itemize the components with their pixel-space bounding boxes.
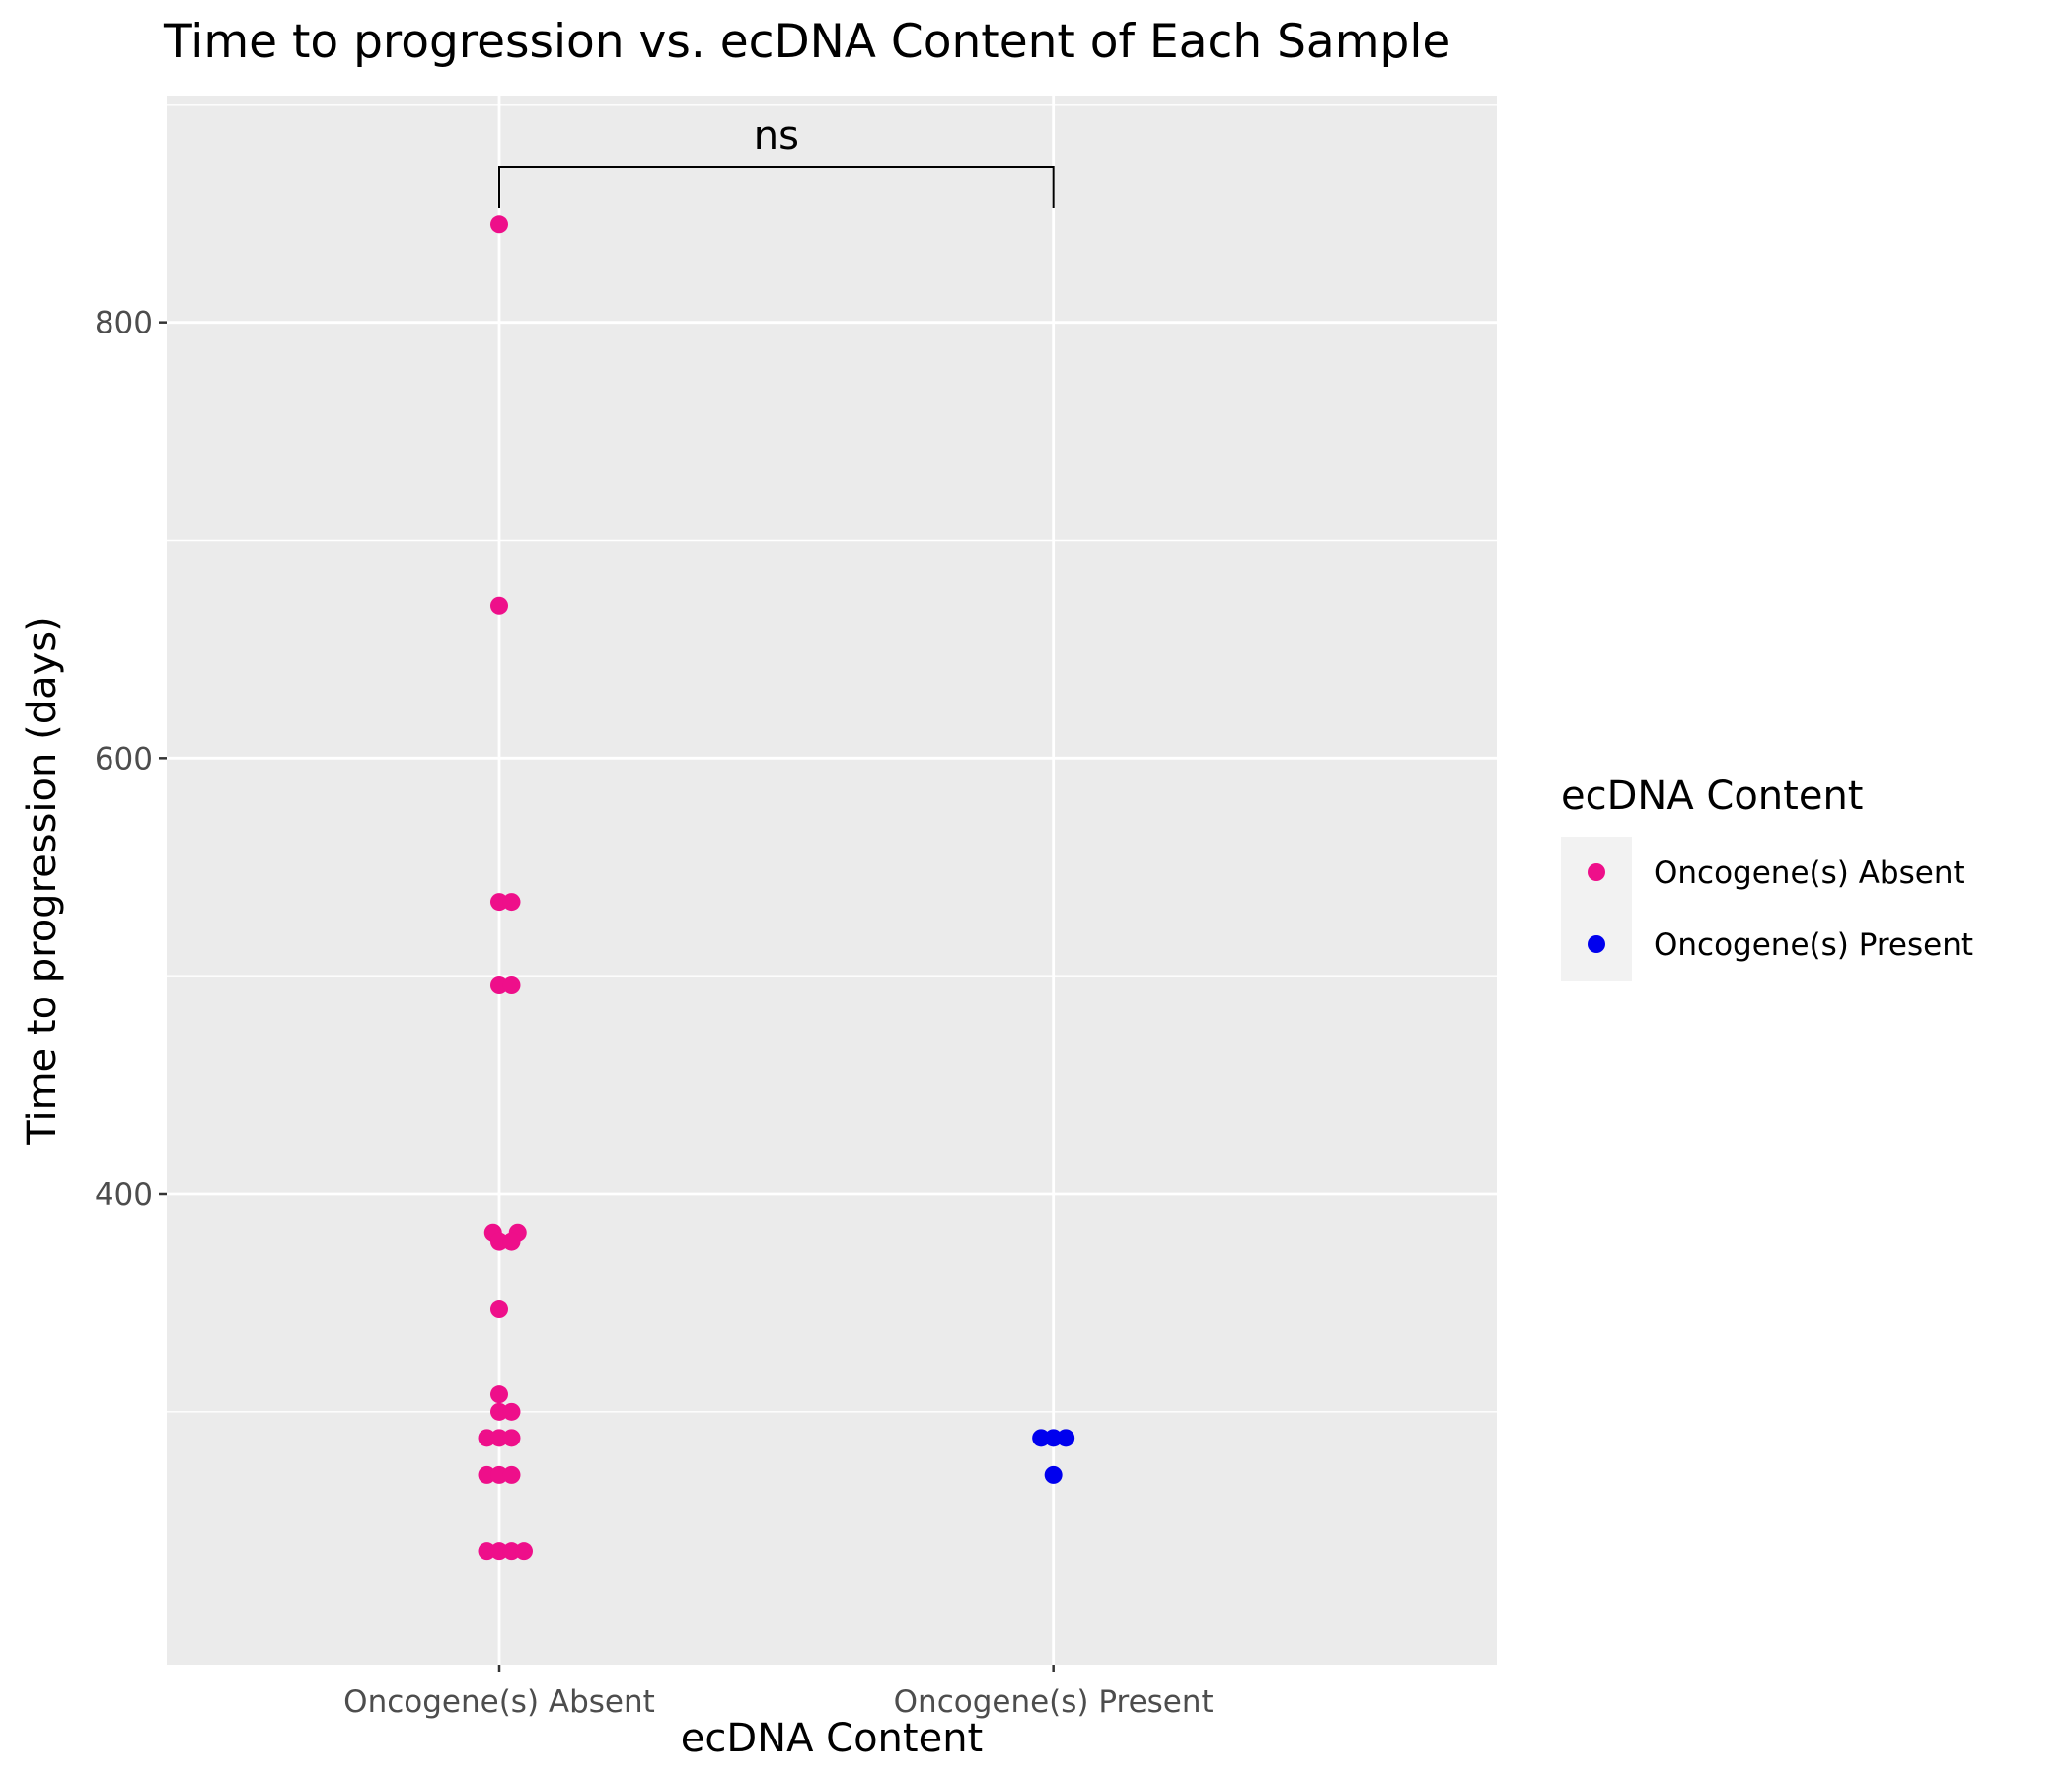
data-point	[502, 1402, 521, 1421]
data-point	[502, 1232, 521, 1251]
data-point	[502, 1465, 521, 1484]
y-tick-label: 800	[95, 306, 153, 341]
x-axis-title: ecDNA Content	[681, 1716, 983, 1761]
data-point	[502, 893, 521, 912]
y-tick-label: 600	[95, 741, 153, 777]
data-point	[502, 976, 521, 994]
data-points	[478, 215, 1075, 1561]
legend-key-present	[1588, 935, 1605, 953]
data-point	[490, 596, 508, 615]
data-point	[490, 1402, 508, 1421]
data-point	[490, 1465, 508, 1484]
data-point	[490, 976, 508, 994]
grid-layer	[167, 96, 1497, 1665]
y-tick-label: 400	[95, 1177, 153, 1213]
data-point	[1057, 1429, 1075, 1447]
data-point	[490, 1300, 508, 1319]
legend-label: Oncogene(s) Present	[1654, 927, 1973, 963]
significance-bracket: ns	[498, 113, 1055, 208]
data-point	[478, 1429, 496, 1447]
legend-title: ecDNA Content	[1561, 774, 1863, 819]
x-tick-label: Oncogene(s) Present	[894, 1684, 1214, 1720]
legend: ecDNA Content Oncogene(s) AbsentOncogene…	[1561, 774, 1973, 981]
data-point	[1044, 1465, 1063, 1484]
significance-label: ns	[754, 113, 799, 159]
data-point	[490, 1542, 508, 1561]
data-point	[1032, 1429, 1051, 1447]
legend-label: Oncogene(s) Absent	[1654, 855, 1965, 891]
data-point	[478, 1465, 496, 1484]
chart-title: Time to progression vs. ecDNA Content of…	[163, 15, 1450, 69]
legend-items: Oncogene(s) Absent Oncogene(s) Present	[1588, 855, 1973, 963]
data-point	[490, 1385, 508, 1404]
data-point	[502, 1542, 521, 1561]
data-point	[490, 1429, 508, 1447]
x-tick-label: Oncogene(s) Absent	[343, 1684, 655, 1720]
data-point	[1044, 1429, 1063, 1447]
legend-key-background	[1561, 837, 1632, 981]
significance-bracket-line	[498, 166, 1055, 208]
data-point	[490, 1232, 508, 1251]
plot-panel	[167, 96, 1497, 1665]
y-axis-title: Time to progression (days)	[20, 616, 65, 1145]
data-point	[478, 1542, 496, 1561]
data-point	[490, 215, 508, 234]
axes: 400 600 800 Oncogene(s) Absent Oncogene(s) P…	[95, 306, 1214, 1720]
data-point	[515, 1542, 533, 1561]
data-point	[490, 893, 508, 912]
data-point	[502, 1429, 521, 1447]
legend-key-absent	[1588, 863, 1605, 881]
